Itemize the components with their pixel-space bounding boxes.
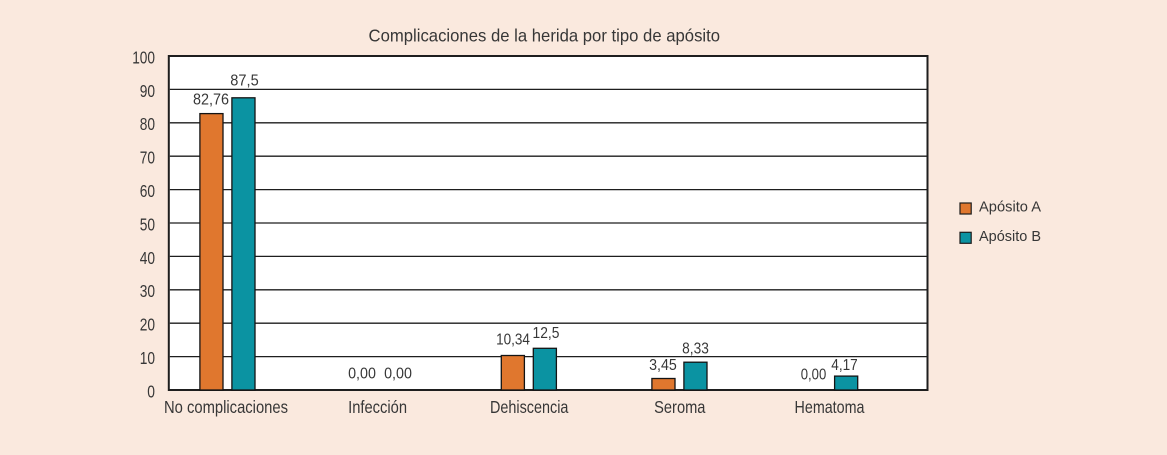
svg-text:70: 70 xyxy=(140,148,156,168)
svg-text:50: 50 xyxy=(140,214,156,234)
svg-text:30: 30 xyxy=(140,281,156,301)
svg-text:4,17: 4,17 xyxy=(831,357,857,374)
svg-text:0,00: 0,00 xyxy=(384,366,412,383)
svg-text:8,33: 8,33 xyxy=(682,340,709,357)
svg-text:Apósito A: Apósito A xyxy=(979,200,1041,216)
svg-text:0: 0 xyxy=(147,381,155,401)
svg-text:0,00: 0,00 xyxy=(348,366,376,383)
svg-text:3,45: 3,45 xyxy=(649,357,677,374)
svg-text:Dehiscencia: Dehiscencia xyxy=(490,397,569,417)
svg-text:0,00: 0,00 xyxy=(801,366,827,383)
svg-text:No complicaciones: No complicaciones xyxy=(164,397,288,417)
svg-text:80: 80 xyxy=(140,114,156,134)
svg-text:Seroma: Seroma xyxy=(654,397,706,417)
svg-text:Hematoma: Hematoma xyxy=(795,397,865,417)
svg-text:Complicaciones de la herida po: Complicaciones de la herida por tipo de … xyxy=(369,25,721,45)
svg-text:40: 40 xyxy=(140,248,156,268)
svg-text:60: 60 xyxy=(140,181,156,201)
svg-text:12,5: 12,5 xyxy=(533,325,560,342)
svg-text:20: 20 xyxy=(140,315,156,335)
svg-text:10,34: 10,34 xyxy=(496,332,530,349)
svg-text:10: 10 xyxy=(140,348,156,368)
svg-text:90: 90 xyxy=(140,81,156,101)
svg-text:Apósito B: Apósito B xyxy=(979,229,1041,245)
svg-text:87,5: 87,5 xyxy=(230,73,258,90)
svg-text:82,76: 82,76 xyxy=(193,92,229,109)
svg-text:100: 100 xyxy=(132,47,155,67)
svg-text:Infección: Infección xyxy=(348,397,407,417)
